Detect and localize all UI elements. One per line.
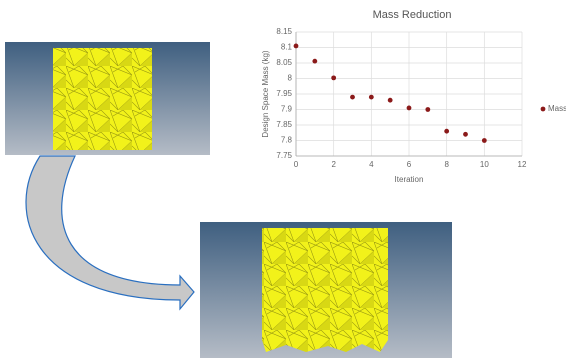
legend-label: Mass bbox=[548, 104, 566, 113]
x-axis-title: Iteration bbox=[395, 175, 424, 184]
y-tick-label: 7.8 bbox=[281, 136, 293, 145]
x-tick-label: 0 bbox=[294, 160, 299, 169]
x-tick-label: 8 bbox=[444, 160, 449, 169]
y-tick-label: 7.75 bbox=[276, 151, 292, 160]
x-tick-label: 6 bbox=[407, 160, 412, 169]
y-tick-label: 8.1 bbox=[281, 43, 293, 52]
x-tick-label: 4 bbox=[369, 160, 374, 169]
mesh bbox=[53, 48, 152, 150]
point bbox=[425, 107, 430, 112]
chart-title: Mass Reduction bbox=[373, 9, 452, 21]
mesh bbox=[262, 228, 388, 352]
point bbox=[350, 95, 355, 100]
chart: Mass Reduction Iteration Design Space Ma… bbox=[261, 9, 566, 184]
point bbox=[482, 138, 487, 143]
figure: Mass Reduction Iteration Design Space Ma… bbox=[0, 0, 566, 358]
y-tick-label: 8.15 bbox=[276, 27, 292, 36]
y-tick-label: 8.05 bbox=[276, 58, 292, 67]
y-tick-label: 7.85 bbox=[276, 120, 292, 129]
point bbox=[463, 132, 468, 137]
y-tick-label: 7.95 bbox=[276, 89, 292, 98]
point bbox=[312, 59, 317, 64]
y-axis-title: Design Space Mass (kg) bbox=[261, 50, 270, 137]
x-tick-label: 2 bbox=[331, 160, 336, 169]
x-tick-label: 10 bbox=[480, 160, 489, 169]
point bbox=[388, 98, 393, 103]
point bbox=[407, 106, 412, 111]
point bbox=[331, 75, 336, 80]
x-tick-label: 12 bbox=[518, 160, 527, 169]
y-tick-label: 8 bbox=[288, 74, 293, 83]
legend-marker bbox=[541, 107, 546, 112]
page: Mass Reduction Iteration Design Space Ma… bbox=[0, 0, 566, 358]
point bbox=[369, 95, 374, 100]
point bbox=[294, 44, 299, 49]
y-tick-label: 7.9 bbox=[281, 105, 293, 114]
arrow bbox=[26, 156, 194, 309]
point bbox=[444, 129, 449, 134]
